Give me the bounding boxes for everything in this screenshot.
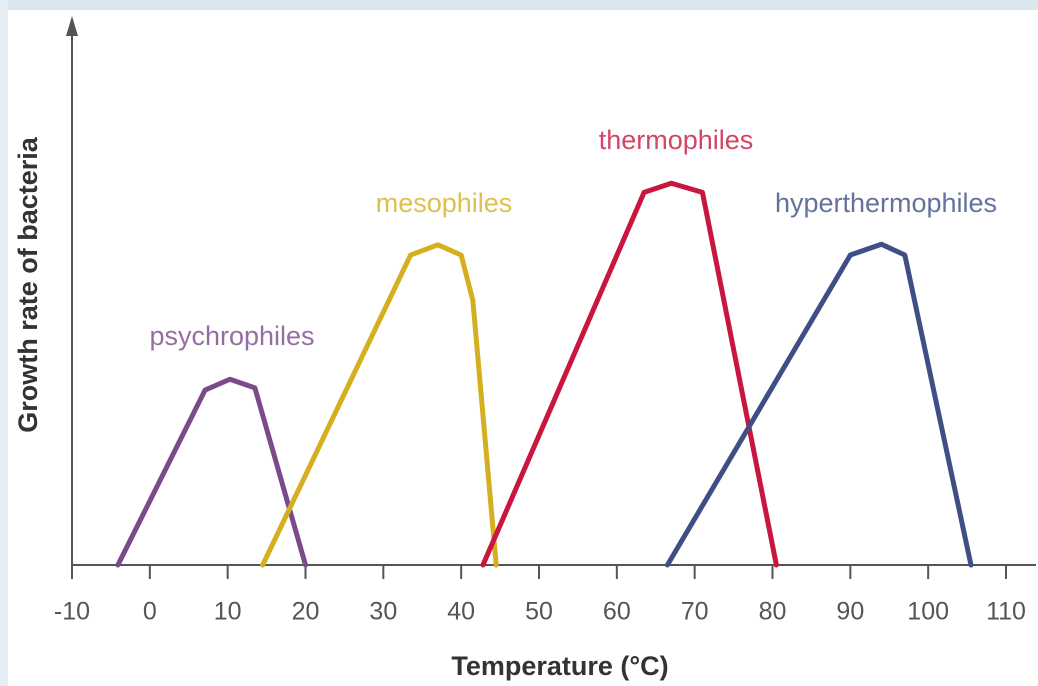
series-line — [480, 180, 779, 568]
x-tick-label: 30 — [369, 598, 397, 626]
x-axis-title: Temperature (°C) — [451, 651, 668, 681]
series-label: mesophiles — [376, 188, 513, 218]
top-strip — [0, 0, 1038, 10]
series-label: hyperthermophiles — [775, 188, 997, 218]
left-strip — [0, 0, 8, 686]
series-label: thermophiles — [599, 125, 754, 155]
x-tick-label: 60 — [603, 598, 631, 626]
x-tick-label: -10 — [54, 598, 90, 626]
series-line — [260, 242, 499, 568]
series-line — [664, 241, 974, 568]
x-tick-label: 50 — [525, 598, 553, 626]
x-tick-label: 100 — [907, 598, 949, 626]
x-tick-label: 40 — [447, 598, 475, 626]
y-axis-arrow — [66, 16, 78, 36]
y-axis-title: Growth rate of bacteria — [13, 136, 43, 433]
x-tick-label: 110 — [986, 598, 1026, 626]
x-tick-label: 80 — [759, 598, 787, 626]
x-tick-label: 10 — [214, 598, 242, 626]
series-line — [115, 376, 308, 568]
x-tick-label: 20 — [292, 598, 320, 626]
x-tick-label: 70 — [681, 598, 709, 626]
series-label: psychrophiles — [149, 321, 314, 351]
x-tick-label: 90 — [836, 598, 864, 626]
x-tick-label: 0 — [143, 598, 157, 626]
